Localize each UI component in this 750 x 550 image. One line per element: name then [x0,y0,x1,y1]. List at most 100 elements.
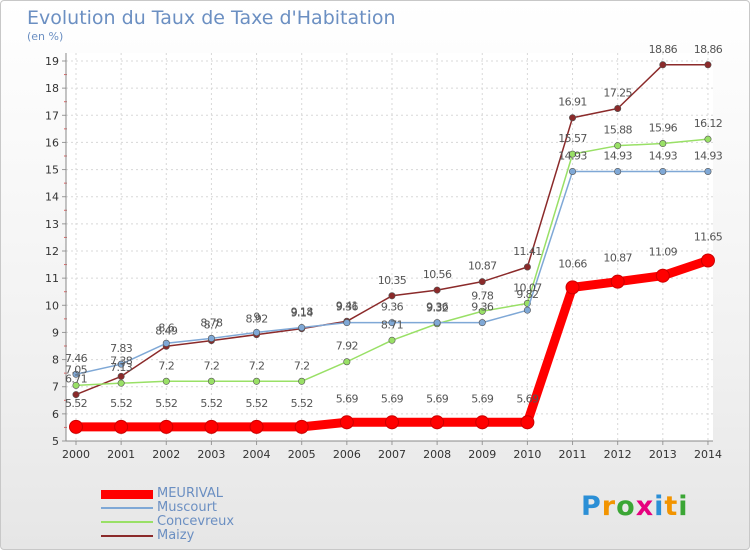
data-label: 11.09 [649,246,678,259]
data-point [72,391,80,399]
data-point [478,307,486,315]
data-label: 7.83 [110,342,133,355]
data-point [384,415,399,430]
data-label: 8.7 [204,319,220,332]
data-point [655,268,670,283]
data-point [659,61,667,69]
tick-label-y: 11 [45,272,59,285]
plot-area [66,53,713,441]
tick-label-y: 14 [45,191,59,204]
tick-label-y: 5 [52,435,59,448]
chart-title: Evolution du Taux de Taxe d'Habitation [27,7,396,29]
data-label: 15.88 [603,124,632,137]
data-label: 14.93 [649,149,678,162]
data-label: 14.93 [694,149,723,162]
data-point [294,419,309,434]
logo-letter: i [678,491,689,522]
labels-maizy: 6.71 7.38 8.49 8.7 8.92 9.14 9.41 10.35 10.56 10.… [65,43,723,386]
data-label: 9.36 [381,301,404,314]
tick-label-y: 12 [45,245,59,258]
logo-letter: t [664,491,679,522]
data-label: 16.12 [694,117,723,130]
data-point [117,372,125,380]
data-point [253,377,261,385]
data-point [69,419,83,434]
tick-label-y: 18 [45,82,59,95]
data-label: 6.71 [65,373,87,386]
data-point [430,415,445,430]
data-label: 5.69 [516,392,539,405]
data-point [72,370,80,378]
legend-label: MEURIVAL [157,486,224,501]
tick-label-y: 19 [45,55,59,68]
data-label: 7.13 [110,361,133,374]
data-label: 8.92 [246,313,268,326]
tick-label-x: 2002 [152,448,180,461]
data-label: 9 [253,310,260,323]
logo-letter: r [601,491,617,522]
tick-label-x: 2009 [468,448,496,461]
data-label: 8.78 [200,316,223,329]
tick-label-y: 13 [45,218,59,231]
tick-label-x: 2006 [333,448,361,461]
data-label: 8.49 [155,324,178,337]
tick-label-y: 9 [52,326,59,339]
tick-label-x: 2005 [288,448,316,461]
legend-label: Concevreux [157,514,235,529]
data-point [614,167,622,175]
data-label: 5.52 [200,397,222,410]
tick-label-y: 8 [52,354,59,367]
data-label: 5.52 [291,397,313,410]
data-label: 9.14 [291,307,314,320]
legend-item: Maizy [101,529,194,543]
data-label: 10.35 [378,274,407,287]
tick-label-x: 2011 [559,448,587,461]
data-point [388,319,396,327]
data-point [117,360,125,368]
tick-label-y: 17 [45,109,59,122]
series-meurival [69,253,715,434]
legend-swatch [101,521,153,523]
labels-meurival: 5.52 5.52 5.52 5.52 5.52 5.52 5.69 5.69 5.69 5.69… [65,231,723,410]
legend-item: MEURIVAL [101,487,223,501]
data-label: 9.36 [471,301,494,314]
tick-label-y: 15 [45,164,59,177]
legend-swatch [101,535,153,537]
data-point [614,105,622,113]
data-point [162,377,170,385]
data-label: 5.52 [155,397,177,410]
data-point [207,334,215,342]
data-label: 16.91 [558,96,587,109]
data-point [207,377,215,385]
data-point [614,142,622,150]
data-point [114,419,129,434]
data-point [343,358,351,366]
tick-label-y: 6 [52,408,59,421]
data-label: 18.86 [649,43,678,56]
legend-label: Muscourt [157,500,218,515]
data-point [478,319,486,327]
data-point [162,339,170,347]
data-label: 5.52 [65,397,87,410]
data-label: 10.56 [423,268,452,281]
data-point [569,150,577,158]
data-point [520,415,535,430]
logo-letter: o [616,491,636,522]
data-point [433,286,441,294]
data-label: 9.82 [516,288,538,301]
data-label: 9.78 [471,289,494,302]
data-point [569,167,577,175]
series-muscourt [72,167,712,378]
data-label: 7.2 [249,359,265,372]
data-point [343,319,351,327]
data-label: 7.92 [336,340,358,353]
data-point [523,306,531,314]
tick-label-x: 2008 [423,448,451,461]
data-point [478,278,486,286]
data-label: 17.25 [603,87,632,100]
data-label: 10.87 [603,252,632,265]
data-label: 10.87 [468,260,497,273]
data-label: 15.96 [649,122,678,135]
data-label: 7.46 [65,352,88,365]
